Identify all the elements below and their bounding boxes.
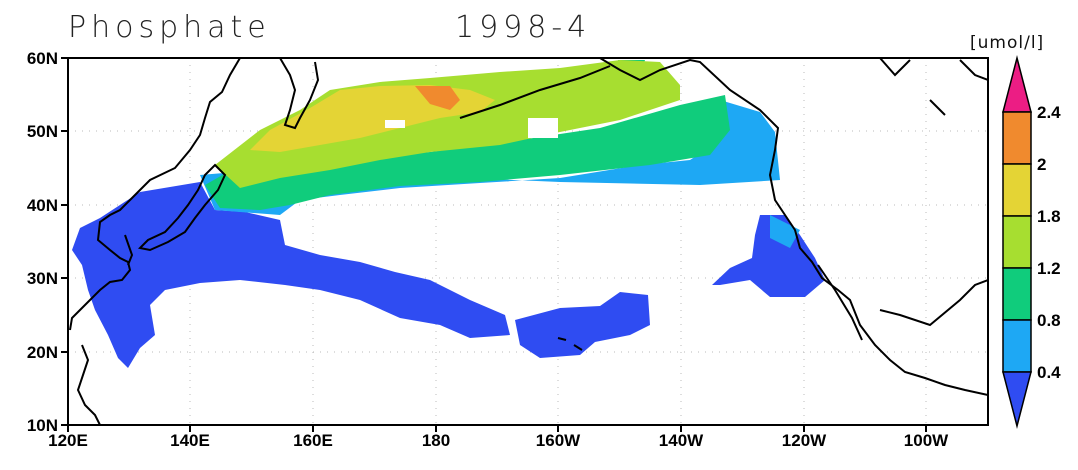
lon-label: 140E xyxy=(170,431,210,450)
lon-label: 180 xyxy=(422,431,450,450)
phosphate-field xyxy=(72,60,825,368)
map-title-variable: Phosphate xyxy=(68,10,271,45)
colorbar-swatch xyxy=(1002,111,1032,165)
colorbar-level: 2.4 xyxy=(1037,103,1061,122)
colorbar-level: 1.8 xyxy=(1037,207,1061,226)
lon-label: 160E xyxy=(293,431,333,450)
colorbar-swatch xyxy=(1002,163,1032,217)
lat-axis-labels: 10N 20N 30N 40N 50N 60N xyxy=(27,49,58,435)
field-band-1-2 xyxy=(205,95,730,210)
lat-label: 10N xyxy=(27,416,58,435)
lon-label: 140W xyxy=(659,431,704,450)
colorbar-swatch xyxy=(1002,267,1032,321)
colorbar-swatch xyxy=(1002,319,1032,373)
coastline-kamchatka xyxy=(279,58,320,130)
map-title-date: 1998-4 xyxy=(455,10,592,45)
colorbar-level: 0.8 xyxy=(1037,311,1061,330)
coastline-north-america xyxy=(599,58,988,396)
field-gap xyxy=(528,118,558,138)
tick-marks xyxy=(61,57,927,432)
lon-label: 120W xyxy=(782,431,827,450)
field-band-0-8-east xyxy=(770,215,800,248)
lon-axis-labels: 120E 140E 160E 180 160W 140W 120W 100W xyxy=(48,431,949,450)
lon-label: 160W xyxy=(536,431,581,450)
lat-label: 50N xyxy=(27,122,58,141)
coastline-korea xyxy=(124,234,134,266)
coastline-hawaii xyxy=(557,337,583,351)
coastline-canada xyxy=(879,58,988,116)
colorbar-level: 1.2 xyxy=(1037,259,1061,278)
coastlines xyxy=(69,58,988,425)
colorbar-level: 0.4 xyxy=(1037,363,1061,382)
coastline-japan xyxy=(137,163,227,252)
field-gap xyxy=(385,120,405,128)
coastline-baja xyxy=(817,264,863,341)
field-band-lowest xyxy=(72,182,510,368)
colorbar-swatch-under xyxy=(1002,371,1032,429)
lat-label: 40N xyxy=(27,196,58,215)
field-band-1-8 xyxy=(215,60,680,188)
coastline-mexico xyxy=(879,279,988,327)
lon-label: 100W xyxy=(904,431,949,450)
lat-label: 30N xyxy=(27,269,58,288)
colorbar-unit: [umol/l] xyxy=(970,33,1045,53)
colorbar-swatch-over xyxy=(1002,55,1032,113)
lon-label: 120E xyxy=(48,431,88,450)
colorbar-level: 2 xyxy=(1037,155,1046,174)
field-patch-hawaii xyxy=(515,292,650,358)
lat-label: 60N xyxy=(27,49,58,68)
colorbar xyxy=(1002,55,1032,429)
map-frame xyxy=(67,57,989,426)
colorbar-swatch xyxy=(1002,215,1032,269)
colorbar-labels: 2.4 2 1.8 1.2 0.8 0.4 xyxy=(1037,103,1061,382)
coastline-aleutians xyxy=(459,65,611,119)
field-band-2-4 xyxy=(415,86,460,110)
coastline-asia xyxy=(69,58,241,331)
coastline-philippines xyxy=(76,344,101,425)
lat-label: 20N xyxy=(27,343,58,362)
